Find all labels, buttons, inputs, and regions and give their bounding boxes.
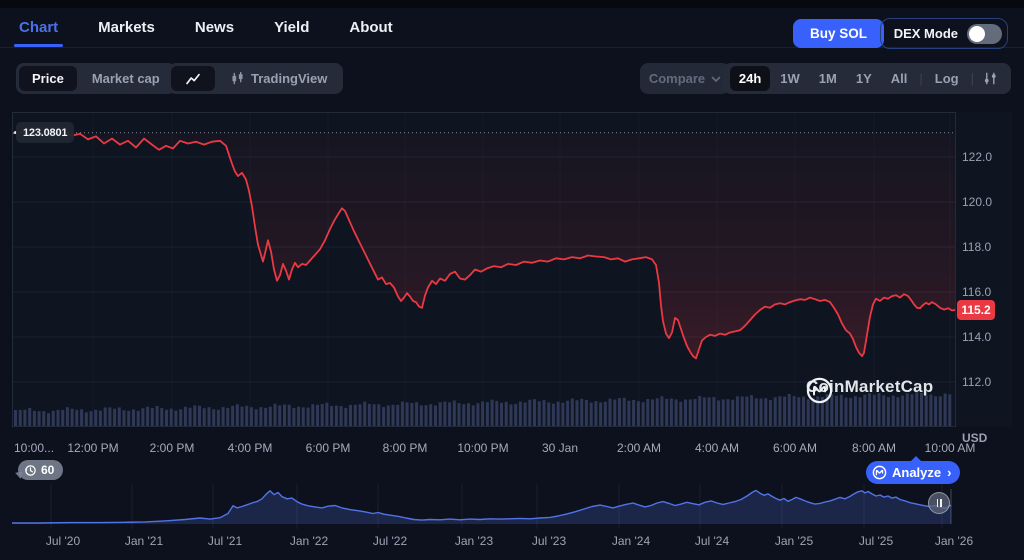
tradingview-chart-type-button[interactable]: TradingView [217, 66, 340, 91]
analyze-button[interactable]: Analyze › [866, 456, 961, 484]
metric-option-price[interactable]: Price [19, 66, 77, 91]
history-60-badge[interactable]: 60 [18, 460, 64, 480]
reference-dot [14, 131, 17, 134]
tab-about[interactable]: About [349, 19, 393, 36]
compare-button[interactable]: Compare [640, 63, 730, 94]
x-axis-tick-4-00-pm: 4:00 PM [227, 441, 273, 455]
candlestick-icon [232, 71, 243, 85]
minimap-drag-handle[interactable] [928, 492, 950, 514]
coinmarketcap-logo-icon [806, 377, 833, 404]
interval-1y[interactable]: 1Y [855, 71, 872, 86]
reference-price-badge: 123.0801 [16, 122, 75, 143]
minimap-tick-jul-21: Jul '21 [207, 534, 243, 548]
minimap-tick-jul-25: Jul '25 [858, 534, 894, 548]
tab-yield[interactable]: Yield [274, 19, 310, 36]
toggle-knob [969, 25, 985, 42]
x-axis-tick-30-jan: 30 Jan [541, 441, 579, 455]
minimap-tick-jul-20: Jul '20 [45, 534, 81, 548]
tab-news[interactable]: News [194, 19, 235, 36]
x-axis-tick-10-00-am: 10:00 AM [924, 441, 976, 455]
metric-option-market-cap[interactable]: Market cap [91, 71, 160, 86]
chart-settings-button[interactable] [977, 71, 1004, 86]
history-badge-value: 60 [41, 463, 55, 477]
interval-all[interactable]: All [890, 71, 908, 86]
chevron-down-icon [711, 76, 721, 82]
divider: | [919, 71, 923, 86]
x-axis-tick-2-00-am: 2:00 AM [616, 441, 662, 455]
minimap-tick-jan-25: Jan '25 [774, 534, 814, 548]
coinmarketcap-watermark: CoinMarketCap [806, 377, 934, 404]
history-minimap-brush[interactable] [12, 482, 1012, 532]
watermark-text: CoinMarketCap [806, 377, 934, 396]
x-axis-tick-12-00-pm: 12:00 PM [67, 441, 119, 455]
coin-nav-tabs: Chart Markets News Yield About [13, 8, 396, 47]
log-scale-button[interactable]: Log [934, 71, 959, 86]
sliders-icon [984, 72, 996, 85]
minimap-tick-jan-24: Jan '24 [611, 534, 651, 548]
analyze-label: Analyze [892, 465, 942, 480]
x-axis-tick-2-00-pm: 2:00 PM [149, 441, 195, 455]
last-price-badge: 115.2 [957, 300, 995, 320]
divider: | [970, 71, 974, 86]
minimap-tick-jan-23: Jan '23 [454, 534, 494, 548]
y-axis-tick-122.0: 122.0 [962, 150, 993, 164]
tab-markets[interactable]: Markets [98, 19, 155, 36]
x-axis-tick-4-00-am: 4:00 AM [694, 441, 740, 455]
minimap-tick-jan-21: Jan '21 [124, 534, 164, 548]
minimap-tick-jul-23: Jul '23 [531, 534, 567, 548]
interval-1m[interactable]: 1M [818, 71, 837, 86]
interval-24h[interactable]: 24h [729, 66, 771, 91]
currency-unit-label: USD [962, 431, 988, 445]
minimap-svg[interactable] [12, 482, 1012, 532]
buy-sol-button[interactable]: Buy SOL [792, 19, 884, 48]
chart-type-toggle-group: TradingView [168, 63, 344, 94]
dex-mode-control[interactable]: DEX Mode [879, 18, 1008, 49]
x-axis-tick-10-00-: 10:00... [14, 441, 55, 455]
x-axis-tick-8-00-pm: 8:00 PM [382, 441, 428, 455]
analyze-cmc-logo-icon [872, 465, 887, 480]
minimap-tick-jan-26: Jan '26 [934, 534, 974, 548]
metric-toggle-group: Price Market cap [16, 63, 176, 94]
coin-nav: Chart Markets News Yield About Buy SOL DEX M… [0, 8, 1024, 49]
interval-selector-group: 24h 1W 1M 1Y All | Log | [722, 63, 1011, 94]
minimap-tick-jul-24: Jul '24 [694, 534, 730, 548]
x-axis-tick-6-00-pm: 6:00 PM [305, 441, 351, 455]
chevron-right-icon: › [947, 465, 952, 480]
x-axis-tick-10-00-pm: 10:00 PM [457, 441, 509, 455]
minimap-tick-jul-22: Jul '22 [372, 534, 408, 548]
tab-chart[interactable]: Chart [13, 8, 64, 47]
dex-mode-toggle[interactable] [967, 23, 1002, 44]
minimap-tick-jan-22: Jan '22 [289, 534, 329, 548]
tradingview-label: TradingView [251, 71, 328, 86]
x-axis-tick-8-00-am: 8:00 AM [851, 441, 897, 455]
compare-label: Compare [648, 71, 706, 86]
x-axis-tick-6-00-am: 6:00 AM [772, 441, 818, 455]
interval-buttons: 24h 1W 1M 1Y All [729, 66, 917, 91]
dex-mode-label: DEX Mode [893, 26, 958, 41]
line-chart-type-button[interactable] [171, 66, 215, 91]
y-axis-tick-120.0: 120.0 [962, 195, 993, 209]
top-strip [0, 0, 1024, 8]
interval-1w[interactable]: 1W [780, 71, 800, 86]
y-axis-tick-116.0: 116.0 [962, 285, 992, 299]
price-chart-panel[interactable]: 123.0801 115.2 USD CoinMarketCap 122.0 12… [12, 112, 1012, 445]
y-axis-tick-114.0: 114.0 [962, 330, 992, 344]
price-chart-svg[interactable] [12, 112, 1012, 427]
y-axis-tick-112.0: 112.0 [962, 375, 992, 389]
clock-history-icon [25, 464, 36, 476]
y-axis-tick-118.0: 118.0 [962, 240, 992, 254]
line-chart-icon [186, 73, 200, 84]
